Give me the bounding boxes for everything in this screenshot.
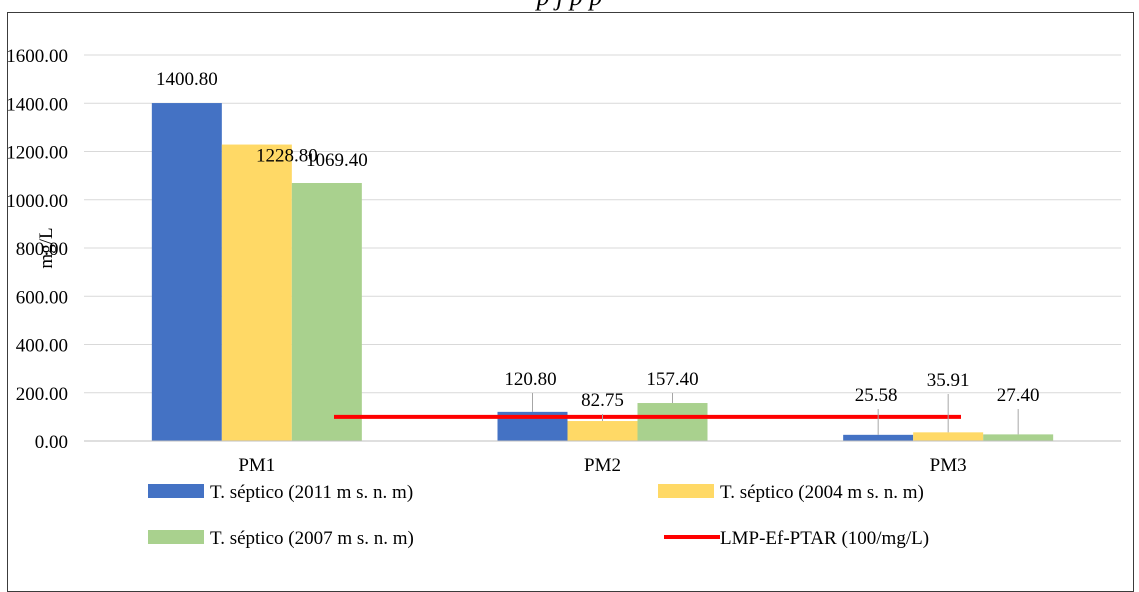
data-label: 1069.40 [306,150,368,171]
data-label: 1228.80 [256,146,318,167]
bar [983,434,1054,441]
data-label: 1400.80 [156,69,218,90]
bar [291,183,362,441]
y-tick-label: 400.00 [16,336,68,357]
bar-chart: 1400.80 120.80 25.58 1228.80 82.75 35.91 1069.… [8,46,1121,549]
bar [637,403,708,441]
axes: 0.00 200.00 400.00 600.00 800.00 1000.00 1200.… [8,46,1121,476]
legend-swatch [148,484,204,498]
data-label: 120.80 [504,369,556,390]
bar [843,434,914,441]
y-tick-label: 1000.00 [8,191,68,212]
legend-label: T. séptico (2007 m s. n. m) [210,528,414,549]
y-tick-label: 800.00 [16,239,68,260]
bar [221,144,292,441]
x-tick-label: PM2 [584,455,621,476]
bar [151,103,222,441]
data-label: 82.75 [581,390,624,411]
legend-label: T. séptico (2011 m s. n. m) [210,482,413,503]
figure-caption: p j p p [0,0,1139,11]
bar [567,421,638,441]
x-tick-label: PM3 [930,455,967,476]
legend-swatch [658,484,714,498]
y-tick-label: 1200.00 [8,143,68,164]
y-tick-label: 1400.00 [8,94,68,115]
x-tick-label: PM1 [238,455,275,476]
legend-label: T. séptico (2004 m s. n. m) [720,482,924,503]
y-axis-title: mg/L [36,227,57,268]
data-label: 35.91 [927,370,970,391]
bar [913,432,984,441]
data-label: 25.58 [855,385,898,406]
y-tick-label: 200.00 [16,384,68,405]
legend-swatch [148,530,204,544]
y-tick-label: 600.00 [16,287,68,308]
legend: T. séptico (2011 m s. n. m) T. séptico (2… [148,482,929,549]
y-tick-label: 0.00 [35,432,68,453]
chart-frame: 1400.80 120.80 25.58 1228.80 82.75 35.91 1069.… [7,12,1134,592]
data-labels: 1400.80 120.80 25.58 1228.80 82.75 35.91 1069.… [156,69,1040,435]
data-label: 27.40 [997,385,1040,406]
y-tick-label: 1600.00 [8,46,68,67]
data-label: 157.40 [646,369,698,390]
legend-label: LMP-Ef-PTAR (100/mg/L) [720,528,929,549]
